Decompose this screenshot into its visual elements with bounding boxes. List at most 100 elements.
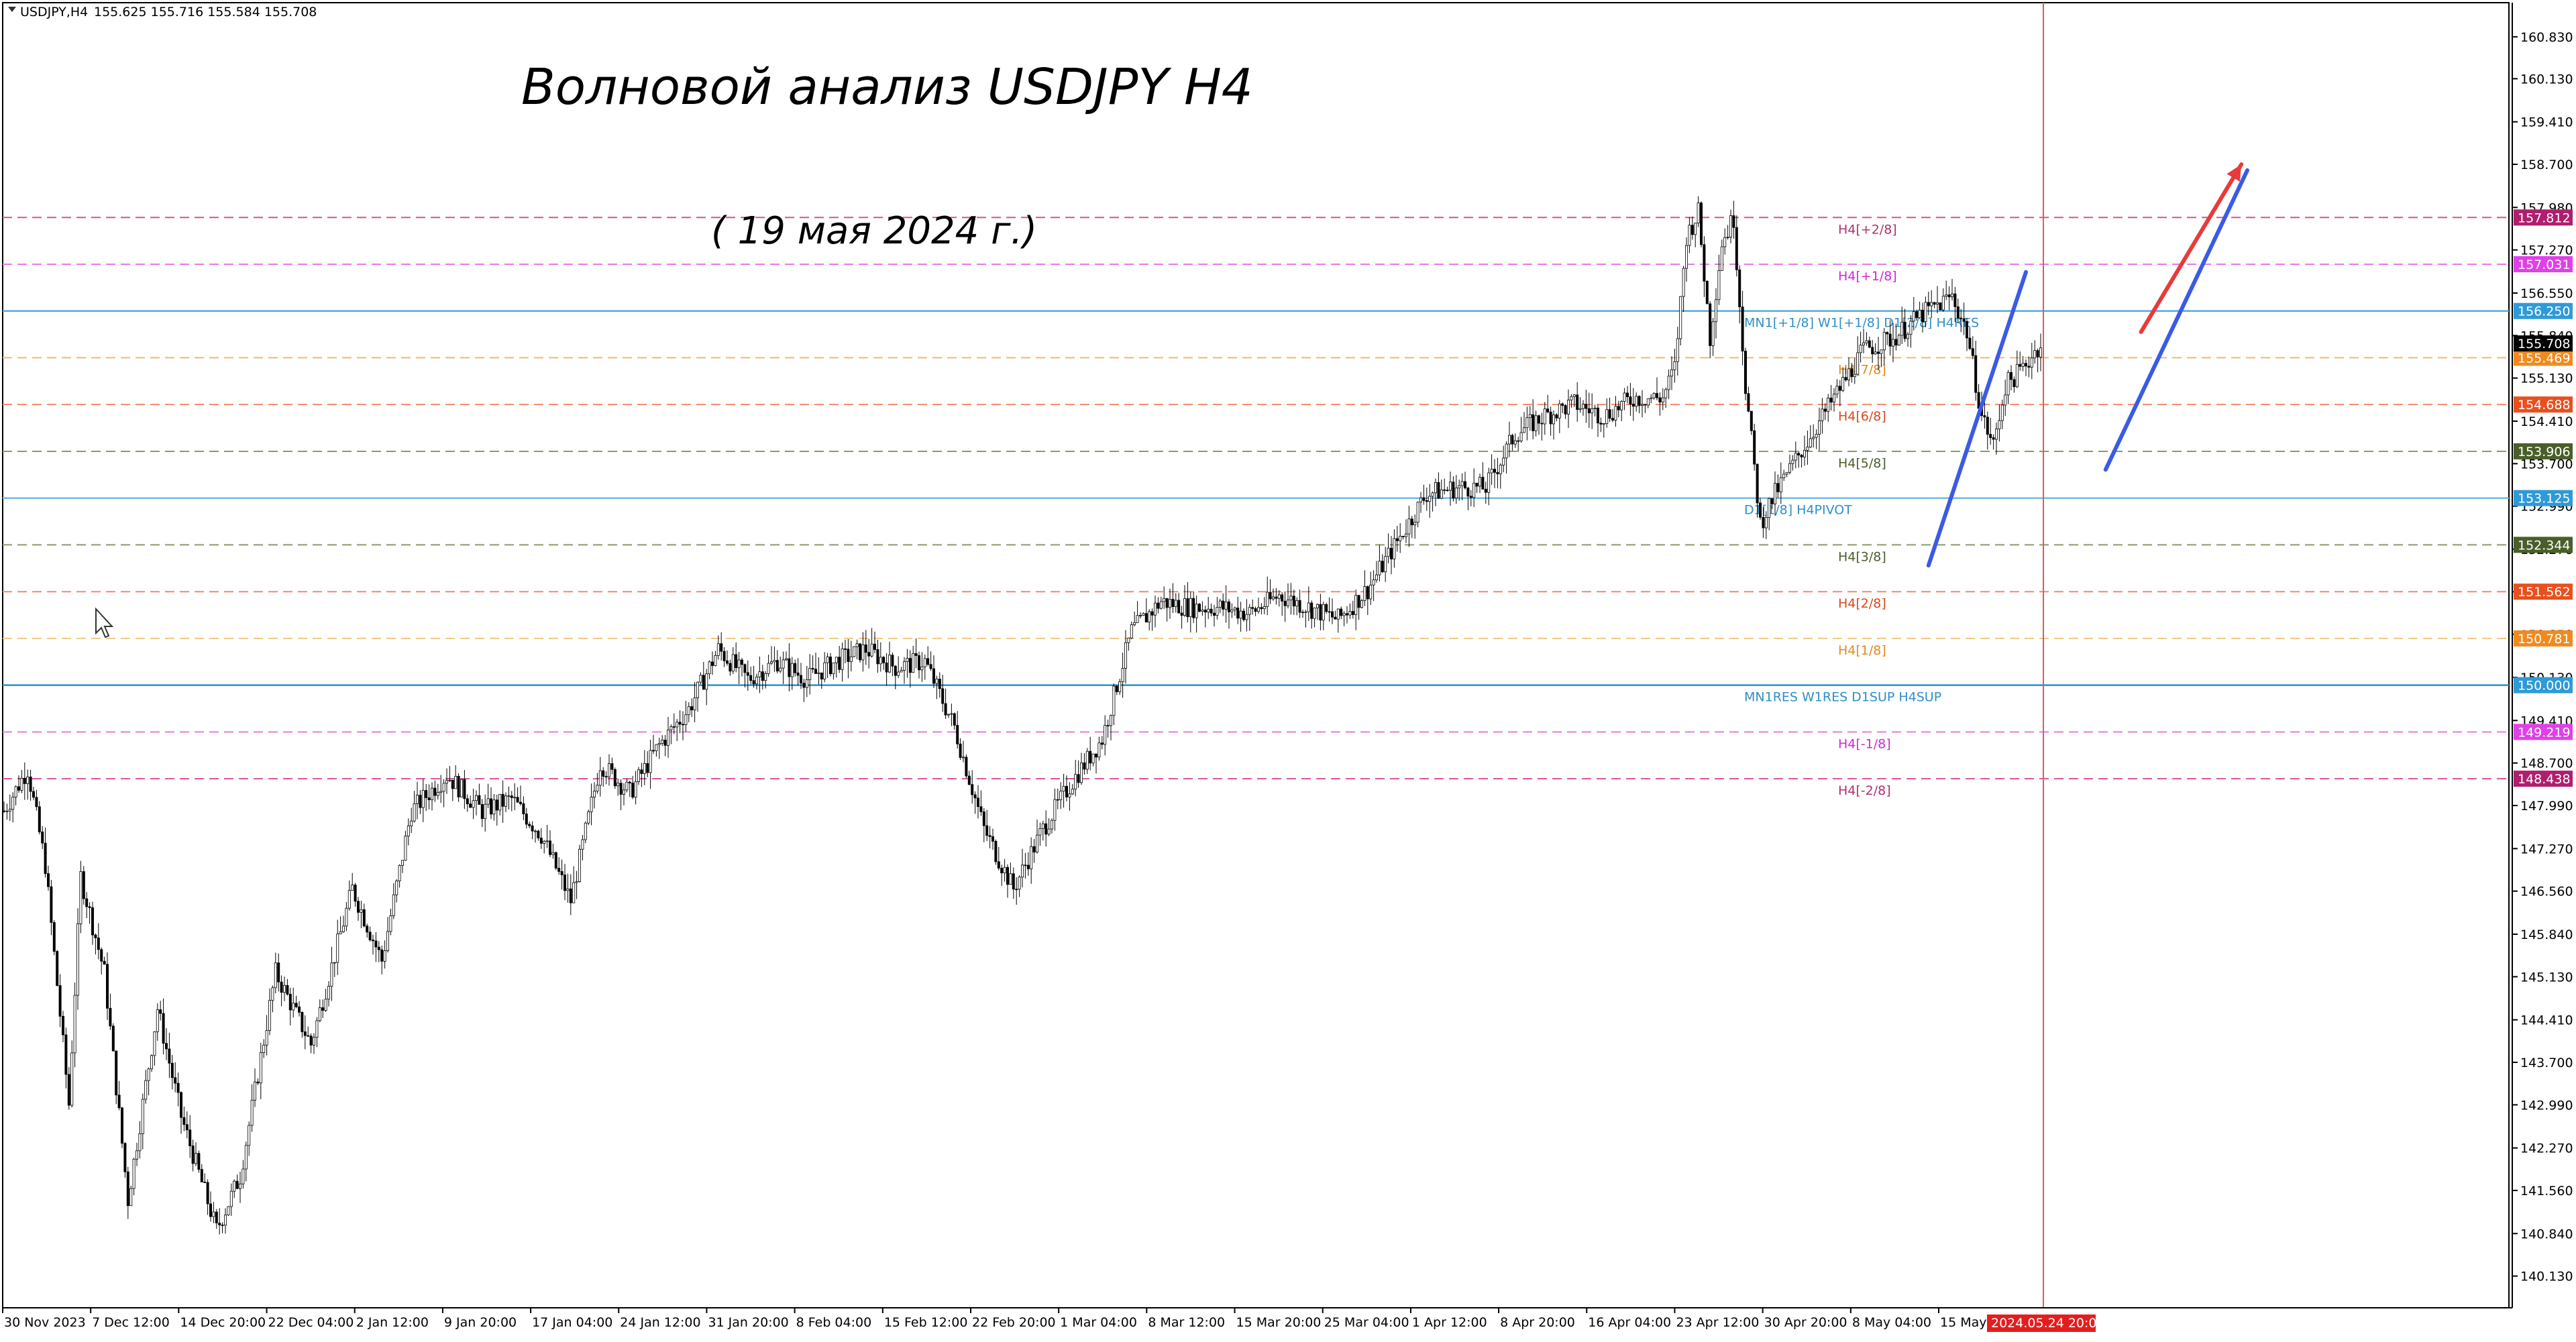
candle [1322,601,1325,630]
time-tick-label: 7 Dec 12:00 [92,1315,170,1330]
candle [1658,392,1662,416]
price-tick-label: 153.700 [2520,457,2573,471]
candle [1198,603,1201,613]
candle [870,628,873,658]
candle [560,859,564,890]
candle [1012,867,1015,899]
candle [38,801,41,835]
candle [832,662,835,680]
candle [1756,463,1759,518]
candle [1475,482,1479,493]
candle [1490,454,1493,485]
price-tick-label: 145.130 [2520,970,2573,985]
candle [1443,478,1446,495]
candle [227,1206,230,1217]
candle [1065,775,1069,801]
candle [602,767,605,787]
candle [1564,404,1567,419]
candle [1493,459,1496,488]
candle [1036,820,1039,854]
candle [1994,423,1998,455]
candle [431,782,434,811]
candle [504,792,508,813]
candle [2024,359,2027,376]
candle [5,803,9,820]
candle [1832,388,1835,412]
candle [1169,588,1172,619]
candle [1452,476,1455,502]
candle [174,1062,177,1093]
candle [1068,782,1071,811]
blue-trend-line-2[interactable] [2103,168,2249,472]
candle [1747,386,1750,412]
level-label: H4[-2/8] [1838,783,1891,798]
candle [179,1091,182,1134]
candle [1080,752,1083,785]
candle [741,658,744,677]
candle [1446,486,1449,492]
price-tag: 150.781 [2518,632,2571,647]
candle [1357,594,1360,620]
blue-trend-line-1[interactable] [1926,270,2028,568]
candle [1505,441,1508,474]
price-tick-label: 143.700 [2520,1056,2573,1070]
candle [286,978,289,996]
candle [640,763,643,787]
trend-drawings[interactable] [1926,162,2249,568]
candle [419,790,422,814]
candle [1393,529,1396,568]
candle [962,740,965,763]
price-tag-bg [2514,396,2573,413]
candle [554,851,557,871]
candle [1532,399,1535,440]
time-axis[interactable]: 30 Nov 2023 7 Dec 12:00 14 Dec 20:00 22 Dec… [2,1307,2512,1332]
candle [377,941,380,962]
candle [1555,413,1558,422]
candle [755,673,759,690]
candle [1924,296,1927,328]
candle [847,638,850,679]
price-tag-bg [2514,724,2573,740]
candle [994,839,998,865]
candle [401,860,405,873]
candle [1732,201,1735,239]
candle [120,1107,123,1148]
candle [746,660,749,691]
candle [1454,475,1458,504]
level-label: D1[1/8] H4PIVOT [1744,503,1852,518]
candle [436,783,439,800]
candle [1192,591,1195,623]
candle [1611,408,1614,423]
candle [1915,309,1919,321]
candle [147,1067,150,1096]
candle [953,712,956,730]
candle [56,950,59,987]
candle [510,791,513,812]
candle [303,1015,307,1050]
candle [643,750,646,785]
time-tick-label: 8 Apr 20:00 [1500,1315,1575,1330]
candle [826,653,829,678]
level-label: H4[3/8] [1838,549,1886,564]
candle [1310,600,1313,629]
candle [557,857,561,875]
candle [699,672,702,685]
candle [1366,585,1369,615]
candle [1369,571,1373,606]
red-arrow[interactable] [2139,162,2244,334]
candle [1407,505,1411,547]
candle [720,632,723,661]
candle [923,654,926,680]
candle [490,787,493,820]
candle [221,1222,224,1233]
candle [1038,822,1042,846]
candle [115,1050,118,1105]
price-tick-label: 160.830 [2520,30,2573,45]
candle [1142,612,1145,616]
candle [1844,368,1847,382]
candle [1328,597,1331,622]
candle [1587,392,1591,429]
candle [1838,380,1841,406]
